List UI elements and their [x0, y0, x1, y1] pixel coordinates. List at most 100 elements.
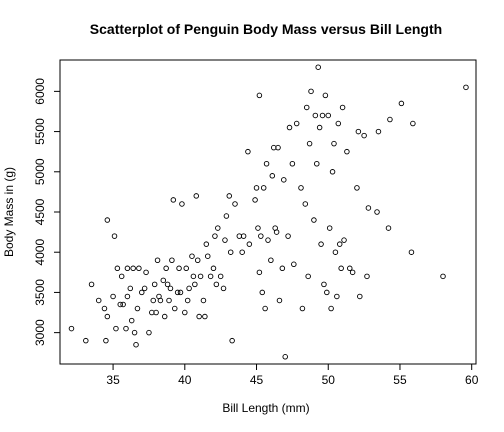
data-point	[361, 132, 367, 139]
data-point	[194, 257, 201, 264]
data-point	[341, 237, 347, 243]
data-point	[335, 120, 342, 127]
data-point	[282, 354, 288, 360]
data-point	[68, 325, 75, 332]
data-point	[357, 293, 363, 300]
data-point	[130, 265, 136, 272]
y-tick-label: 6000	[33, 78, 47, 105]
data-point	[146, 329, 152, 336]
data-point	[223, 213, 230, 219]
data-point	[385, 225, 392, 231]
data-point	[164, 281, 171, 288]
data-point	[308, 88, 314, 95]
data-point	[167, 285, 174, 292]
data-point	[336, 241, 343, 247]
data-point	[255, 225, 261, 231]
data-point	[220, 285, 227, 292]
data-point	[259, 289, 266, 296]
data-point	[210, 265, 217, 272]
data-point	[154, 257, 161, 264]
data-point	[256, 92, 263, 99]
data-point	[269, 173, 276, 179]
data-point	[117, 301, 123, 308]
data-point	[364, 273, 370, 280]
data-point	[375, 128, 382, 135]
data-point	[141, 285, 148, 292]
data-point	[192, 281, 198, 288]
data-point	[120, 301, 126, 308]
data-point	[387, 116, 393, 123]
data-point	[143, 269, 149, 276]
data-point	[298, 185, 304, 191]
y-tick-label: 3000	[33, 319, 47, 346]
data-point	[252, 197, 258, 203]
data-point	[258, 233, 264, 239]
data-point	[268, 257, 274, 264]
data-point	[104, 217, 111, 223]
data-point	[302, 201, 309, 207]
data-point	[286, 124, 293, 131]
data-point	[170, 197, 177, 203]
data-point	[321, 281, 327, 288]
y-tick-label: 4500	[33, 198, 47, 225]
data-point	[334, 293, 340, 300]
data-point	[325, 112, 331, 119]
data-point	[95, 297, 102, 304]
x-tick-label: 45	[250, 373, 264, 387]
data-point	[319, 112, 326, 119]
data-point	[182, 309, 188, 316]
data-point	[124, 265, 131, 272]
data-point	[289, 160, 296, 167]
data-point	[193, 193, 200, 199]
data-point	[227, 249, 234, 255]
data-point	[326, 225, 333, 231]
x-tick-label: 35	[106, 373, 120, 387]
data-point	[160, 277, 167, 284]
data-point	[166, 297, 172, 304]
data-point	[240, 233, 247, 239]
data-point	[153, 309, 159, 316]
data-point	[245, 148, 251, 155]
data-point	[203, 241, 210, 247]
data-point	[256, 269, 263, 276]
data-point	[169, 257, 175, 264]
data-point	[127, 285, 134, 292]
data-point	[139, 289, 145, 296]
data-point	[253, 185, 260, 191]
data-point	[322, 92, 329, 99]
data-point	[338, 265, 344, 272]
y-tick-label: 5500	[33, 118, 47, 145]
data-point	[324, 289, 330, 296]
data-point	[303, 104, 310, 111]
data-point	[291, 261, 297, 268]
data-point	[183, 265, 189, 272]
data-point	[101, 305, 108, 312]
data-point	[306, 140, 313, 147]
data-point	[263, 160, 270, 167]
data-point	[212, 233, 218, 239]
data-point	[408, 249, 415, 255]
data-point	[189, 253, 195, 259]
data-point	[179, 201, 185, 207]
data-point	[151, 281, 158, 288]
data-point	[374, 209, 380, 215]
data-point	[318, 241, 324, 247]
data-point	[279, 265, 286, 272]
data-point	[285, 233, 291, 239]
data-point	[222, 237, 228, 243]
data-point	[349, 269, 356, 276]
data-point	[128, 317, 135, 324]
data-point	[205, 253, 211, 259]
data-point	[133, 341, 139, 348]
data-point	[83, 337, 89, 344]
data-point	[200, 297, 207, 304]
data-point	[104, 313, 111, 320]
data-point	[239, 249, 245, 255]
y-axis-label: Body Mass in (g)	[2, 167, 16, 257]
data-points	[68, 64, 469, 360]
data-point	[293, 120, 300, 127]
data-point	[226, 193, 233, 199]
data-point	[314, 160, 320, 167]
data-point	[332, 249, 339, 255]
